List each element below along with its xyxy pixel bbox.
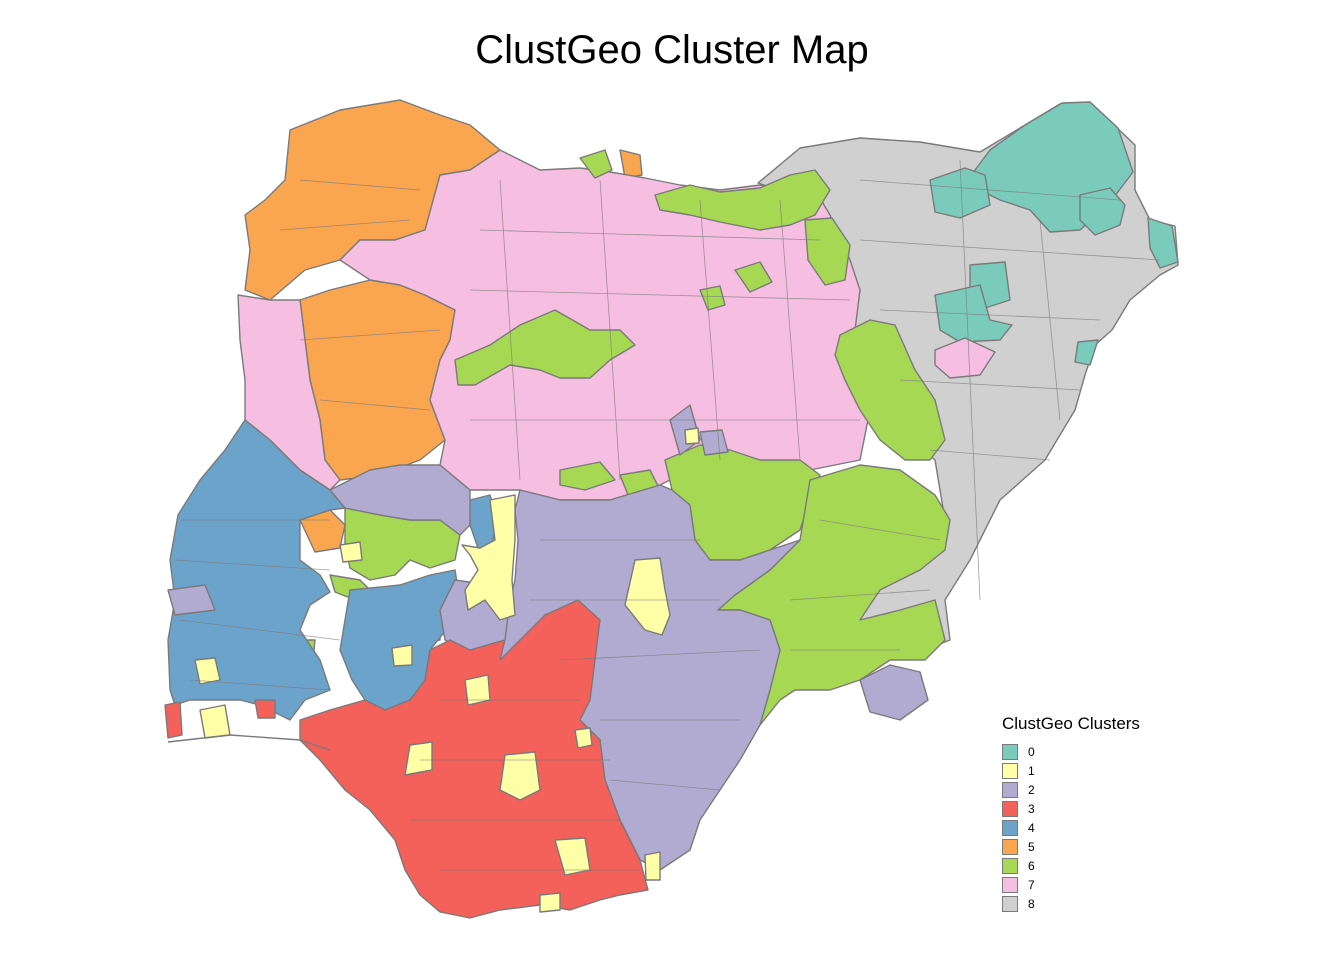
region-cluster-3 bbox=[254, 699, 276, 719]
region-cluster-7 bbox=[934, 337, 996, 379]
region-cluster-3 bbox=[299, 599, 649, 919]
legend-item: 6 bbox=[1002, 856, 1140, 875]
map-legend: ClustGeo Clusters 0 1 2 3 4 5 6 7 8 bbox=[1002, 714, 1140, 913]
region-cluster-0 bbox=[929, 167, 991, 219]
legend-swatch bbox=[1002, 762, 1018, 779]
region-cluster-6 bbox=[804, 217, 851, 286]
legend-label: 2 bbox=[1028, 782, 1035, 797]
region-cluster-1 bbox=[339, 541, 363, 563]
region-cluster-5 bbox=[619, 149, 643, 179]
legend-item: 8 bbox=[1002, 894, 1140, 913]
region-cluster-1 bbox=[199, 704, 231, 739]
legend-swatch bbox=[1002, 800, 1018, 817]
legend-item: 2 bbox=[1002, 780, 1140, 799]
legend-item: 5 bbox=[1002, 837, 1140, 856]
region-cluster-1 bbox=[684, 427, 700, 445]
legend-label: 6 bbox=[1028, 858, 1035, 873]
region-cluster-0 bbox=[1074, 339, 1099, 366]
region-cluster-1 bbox=[644, 851, 661, 881]
legend-swatch bbox=[1002, 838, 1018, 855]
region-cluster-3 bbox=[164, 701, 183, 739]
region-cluster-6 bbox=[579, 149, 613, 179]
region-cluster-1 bbox=[574, 727, 593, 749]
region-cluster-6 bbox=[834, 319, 946, 461]
legend-swatch bbox=[1002, 876, 1018, 893]
region-cluster-0 bbox=[1147, 217, 1179, 269]
region-cluster-1 bbox=[499, 751, 541, 801]
region-cluster-0 bbox=[934, 284, 1013, 343]
legend-item: 3 bbox=[1002, 799, 1140, 818]
legend-swatch bbox=[1002, 857, 1018, 874]
legend-label: 7 bbox=[1028, 877, 1035, 892]
region-cluster-6 bbox=[654, 169, 831, 231]
region-cluster-1 bbox=[194, 657, 221, 685]
map-title: ClustGeo Cluster Map bbox=[475, 28, 869, 72]
region-cluster-6 bbox=[454, 309, 636, 386]
region-cluster-7 bbox=[237, 294, 341, 491]
legend-title: ClustGeo Clusters bbox=[1002, 714, 1140, 733]
region-cluster-6 bbox=[559, 461, 616, 491]
legend-label: 4 bbox=[1028, 820, 1035, 835]
legend-label: 3 bbox=[1028, 801, 1035, 816]
legend-swatch bbox=[1002, 895, 1018, 912]
region-cluster-6 bbox=[734, 261, 773, 293]
legend-item: 4 bbox=[1002, 818, 1140, 837]
legend-swatch bbox=[1002, 743, 1018, 760]
region-cluster-1 bbox=[539, 892, 561, 913]
region-cluster-1 bbox=[391, 644, 413, 667]
legend-label: 1 bbox=[1028, 763, 1035, 778]
legend-item: 0 bbox=[1002, 742, 1140, 761]
region-cluster-6 bbox=[699, 285, 726, 311]
region-cluster-1 bbox=[464, 674, 491, 706]
region-cluster-2 bbox=[167, 584, 216, 616]
region-cluster-1 bbox=[404, 741, 433, 776]
region-cluster-1 bbox=[624, 557, 671, 636]
legend-item: 1 bbox=[1002, 761, 1140, 780]
legend-swatch bbox=[1002, 819, 1018, 836]
legend-label: 5 bbox=[1028, 839, 1035, 854]
region-cluster-1 bbox=[461, 494, 516, 621]
legend-label: 0 bbox=[1028, 744, 1035, 759]
region-cluster-2 bbox=[699, 429, 729, 456]
region-cluster-4 bbox=[167, 419, 346, 721]
region-coastline bbox=[167, 734, 331, 751]
legend-item: 7 bbox=[1002, 875, 1140, 894]
region-cluster-2 bbox=[859, 664, 929, 721]
region-cluster-2 bbox=[329, 464, 471, 536]
legend-label: 8 bbox=[1028, 896, 1035, 911]
legend-swatch bbox=[1002, 781, 1018, 798]
